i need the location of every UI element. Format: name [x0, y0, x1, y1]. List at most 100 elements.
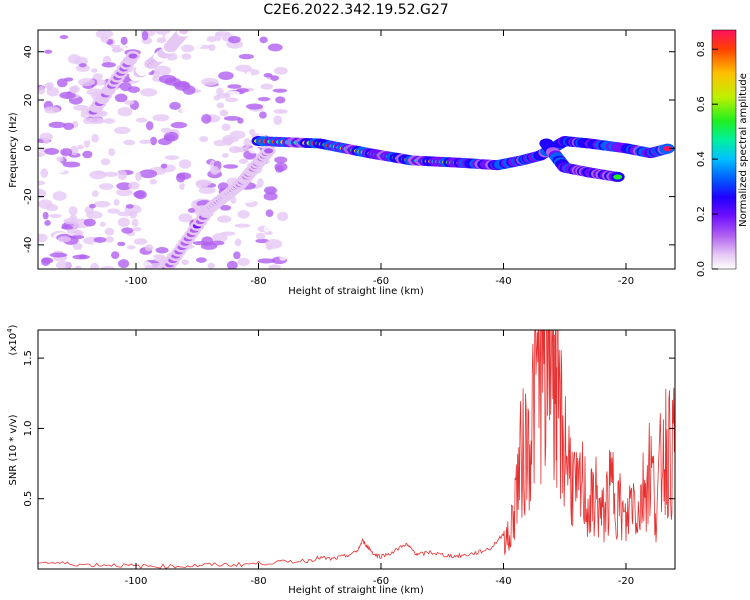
spectrogram-noise-blob	[237, 209, 250, 219]
spectrogram-noise-blob	[422, 204, 431, 209]
spectrogram-noise-blob	[249, 129, 256, 136]
spectrogram-noise-blob	[403, 133, 408, 139]
spectrogram-noise-blob	[43, 106, 60, 114]
spectrogram-noise-blob	[82, 150, 93, 159]
spectrogram-noise-blob	[38, 233, 48, 243]
spectrogram-noise-blob	[584, 255, 591, 259]
colorbar-ramp	[711, 29, 737, 270]
spectrogram-noise-blob	[300, 48, 308, 55]
spectrogram-noise-blob	[181, 44, 195, 53]
spectrogram-noise-blob	[181, 107, 192, 116]
spectrogram-noise-blob	[274, 66, 288, 75]
spectrogram-noise-blob	[238, 53, 254, 60]
colorbar-tick-label: 0.2	[696, 206, 707, 222]
spectrogram-noise-blob	[90, 262, 99, 269]
spectrogram-noise-blob	[116, 182, 133, 190]
colorbar-tick-label: 0.8	[696, 41, 707, 57]
spectrogram-noise-blob	[68, 206, 78, 216]
spectrogram-noise-blob	[235, 64, 252, 72]
spectrogram-noise-blob	[334, 198, 343, 205]
spectrogram-noise-blob	[265, 238, 283, 249]
snr-y-ticks: 0.5 1.0 1.5	[23, 350, 675, 507]
spectrogram-noise-blob	[91, 68, 98, 73]
spectrogram-ridge-cell	[179, 30, 189, 35]
spectrogram-noise-blob	[134, 190, 147, 200]
spectrogram-noise-blob	[56, 156, 64, 163]
spectrogram-noise-blob	[229, 130, 246, 140]
colorbar-label: Normalized spectral amplitude	[738, 73, 749, 227]
spectrogram-noise-blob	[117, 217, 130, 227]
spectrogram-noise-blob	[246, 103, 264, 110]
spectrogram-noise-blob	[126, 245, 136, 250]
spectrogram-noise-blob	[285, 73, 291, 81]
spectrogram-noise-blob	[73, 104, 89, 111]
spectrogram-noise-blob	[182, 85, 196, 95]
spectrogram-noise-blob	[99, 122, 109, 133]
spectrogram-noise-blob	[349, 182, 358, 187]
spectrogram-ridge-cell	[613, 174, 623, 180]
spectrogram-noise-blob	[74, 56, 88, 66]
spectrogram-noise-blob	[219, 204, 232, 211]
spectrogram-noise-blob	[44, 219, 51, 226]
snr-x-label: Height of straight line (km)	[288, 585, 424, 596]
spectrogram-noise-blob	[257, 178, 264, 188]
spectrogram-noise-blob	[38, 188, 47, 199]
spectrogram-noise-blob	[618, 225, 626, 231]
spectrogram-noise-blob	[266, 116, 273, 122]
spectrogram-noise-blob	[274, 156, 288, 164]
spectrogram-noise-blob	[77, 144, 84, 150]
spectrogram-noise-blob	[208, 44, 216, 52]
spectrogram-noise-blob	[78, 63, 87, 68]
spectrogram-noise-blob	[156, 37, 167, 44]
y-tick-label: -20	[23, 188, 34, 204]
colorbar-tick-label: 0.6	[696, 96, 707, 112]
spectrogram-noise-blob	[263, 180, 274, 187]
spectrogram-noise-blob	[223, 164, 239, 169]
spectrogram-noise-blob	[153, 65, 172, 76]
spectrogram-noise-blob	[468, 139, 479, 147]
spectrogram-noise-blob	[56, 78, 68, 88]
figure-title: C2E6.2022.342.19.52.G27	[263, 2, 448, 18]
spectrogram-ridge-cell	[663, 146, 673, 152]
spectrogram-noise-blob	[314, 97, 320, 105]
spectrogram-noise-blob	[89, 203, 96, 209]
spectrogram-noise-blob	[465, 241, 470, 246]
spectrogram-noise-blob	[271, 202, 287, 209]
spectrogram-noise-blob	[62, 161, 81, 168]
spectrogram-noise-blob	[273, 115, 283, 126]
spectrogram-y-ticks: -40 -20 0 20 40	[23, 45, 675, 253]
y-tick-label: 0.5	[23, 491, 34, 507]
spectrogram-noise-blob	[139, 169, 158, 179]
spectrogram-noise-blob	[652, 235, 658, 242]
spectrogram-noise-blob	[88, 117, 104, 125]
spectrogram-noise-blob	[135, 171, 142, 182]
spectrogram-noise-blob	[300, 44, 308, 50]
spectrogram-noise-blob	[604, 206, 611, 211]
spectrogram-noise-blob	[139, 139, 152, 144]
spectrogram-noise-blob	[153, 131, 163, 139]
spectrogram-noise-blob	[123, 139, 136, 146]
spectrogram-noise-blob	[238, 158, 248, 164]
spectrogram-noise-blob	[119, 81, 132, 92]
spectrogram-noise-blob	[103, 118, 115, 124]
x-tick-label: -20	[618, 276, 634, 287]
y-tick-label: 1.0	[23, 420, 34, 436]
x-tick-label: -20	[618, 576, 634, 587]
spectrogram-x-ticks: -100 -80 -60 -40 -20	[125, 30, 634, 287]
spectrogram-noise-blob	[198, 186, 216, 195]
spectrogram-noise-blob	[49, 252, 68, 258]
spectrogram-noise-blob	[38, 180, 46, 186]
spectrogram-noise-blob	[79, 254, 87, 259]
spectrogram-noise-blob	[505, 135, 514, 141]
spectrogram-noise-blob	[63, 217, 77, 225]
spectrogram-noise-blob	[114, 126, 131, 135]
spectrogram-noise-blob	[117, 259, 130, 269]
spectrogram-noise-blob	[323, 252, 331, 259]
spectrogram-noise-blob	[206, 36, 217, 43]
spectrogram-noise-blob	[135, 117, 148, 123]
spectrogram-noise-blob	[144, 265, 155, 269]
x-tick-label: -60	[373, 576, 389, 587]
spectrogram-noise-blob	[218, 71, 234, 81]
spectrogram-noise-blob	[157, 138, 172, 146]
spectrogram-noise-blob	[152, 114, 170, 122]
